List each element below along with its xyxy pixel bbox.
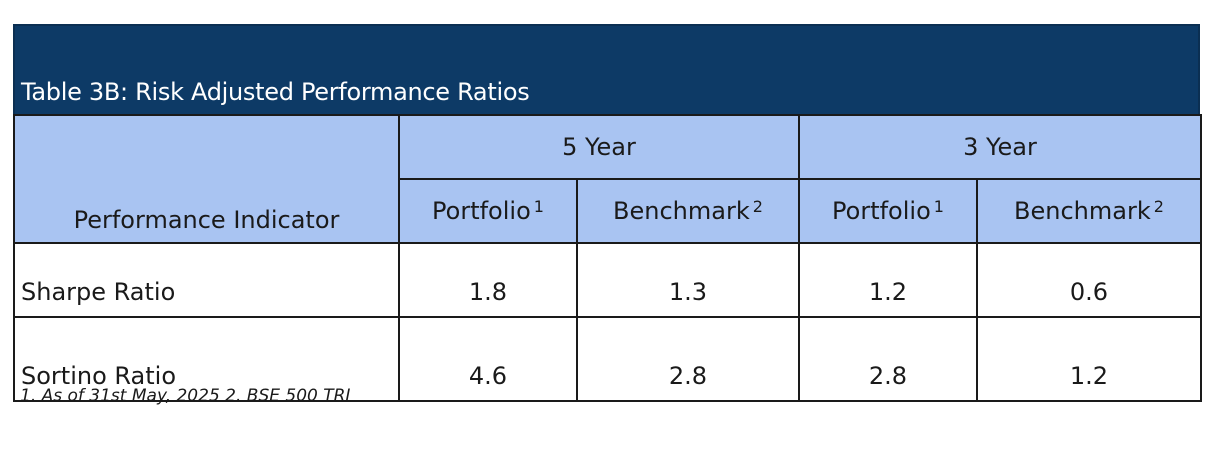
indicator-column-header: Performance Indicator — [13, 114, 400, 244]
column-header-portfolio: Portfolio 1 — [798, 178, 978, 244]
cell-value: 0.6 — [976, 242, 1202, 318]
column-header-row: Portfolio 1 Benchmark 2 Portfolio 1 Benchma… — [14, 178, 1202, 244]
table-footnote: 1. As of 31st May, 2025 2. BSE 500 TRI — [20, 386, 351, 406]
table-title: Table 3B: Risk Adjusted Performance Rati… — [21, 78, 530, 106]
ratios-grid: Performance Indicator 5 Year 3 Year Port… — [13, 114, 1202, 402]
cell-value: 2.8 — [798, 316, 978, 402]
table-row: Sortino Ratio 4.6 2.8 2.8 1.2 — [13, 316, 1202, 402]
table-title-bar: Table 3B: Risk Adjusted Performance Rati… — [13, 24, 1200, 114]
footnote-marker: 1 — [933, 197, 944, 216]
footnote-marker: 1 — [533, 197, 544, 216]
cell-value: 2.8 — [576, 316, 800, 402]
table-row: Sharpe Ratio 1.8 1.3 1.2 0.6 — [13, 242, 1202, 318]
column-header-benchmark: Benchmark 2 — [576, 178, 800, 244]
footnote-marker: 2 — [1153, 197, 1164, 216]
performance-ratios-table: Table 3B: Risk Adjusted Performance Rati… — [13, 24, 1202, 402]
column-header-portfolio: Portfolio 1 — [398, 178, 578, 244]
cell-value: 4.6 — [398, 316, 578, 402]
footnote-marker: 2 — [752, 197, 763, 216]
period-header-row: Performance Indicator 5 Year 3 Year — [13, 114, 1202, 244]
cell-value: 1.2 — [976, 316, 1202, 402]
cell-value: 1.8 — [398, 242, 578, 318]
row-indicator-sharpe: Sharpe Ratio — [13, 242, 400, 318]
row-indicator-sortino: Sortino Ratio — [13, 316, 400, 402]
cell-value: 1.3 — [576, 242, 800, 318]
period-header-3-year: 3 Year — [798, 114, 1202, 180]
cell-value: 1.2 — [798, 242, 978, 318]
period-header-5-year: 5 Year — [398, 114, 800, 180]
column-header-benchmark: Benchmark 2 — [976, 178, 1202, 244]
